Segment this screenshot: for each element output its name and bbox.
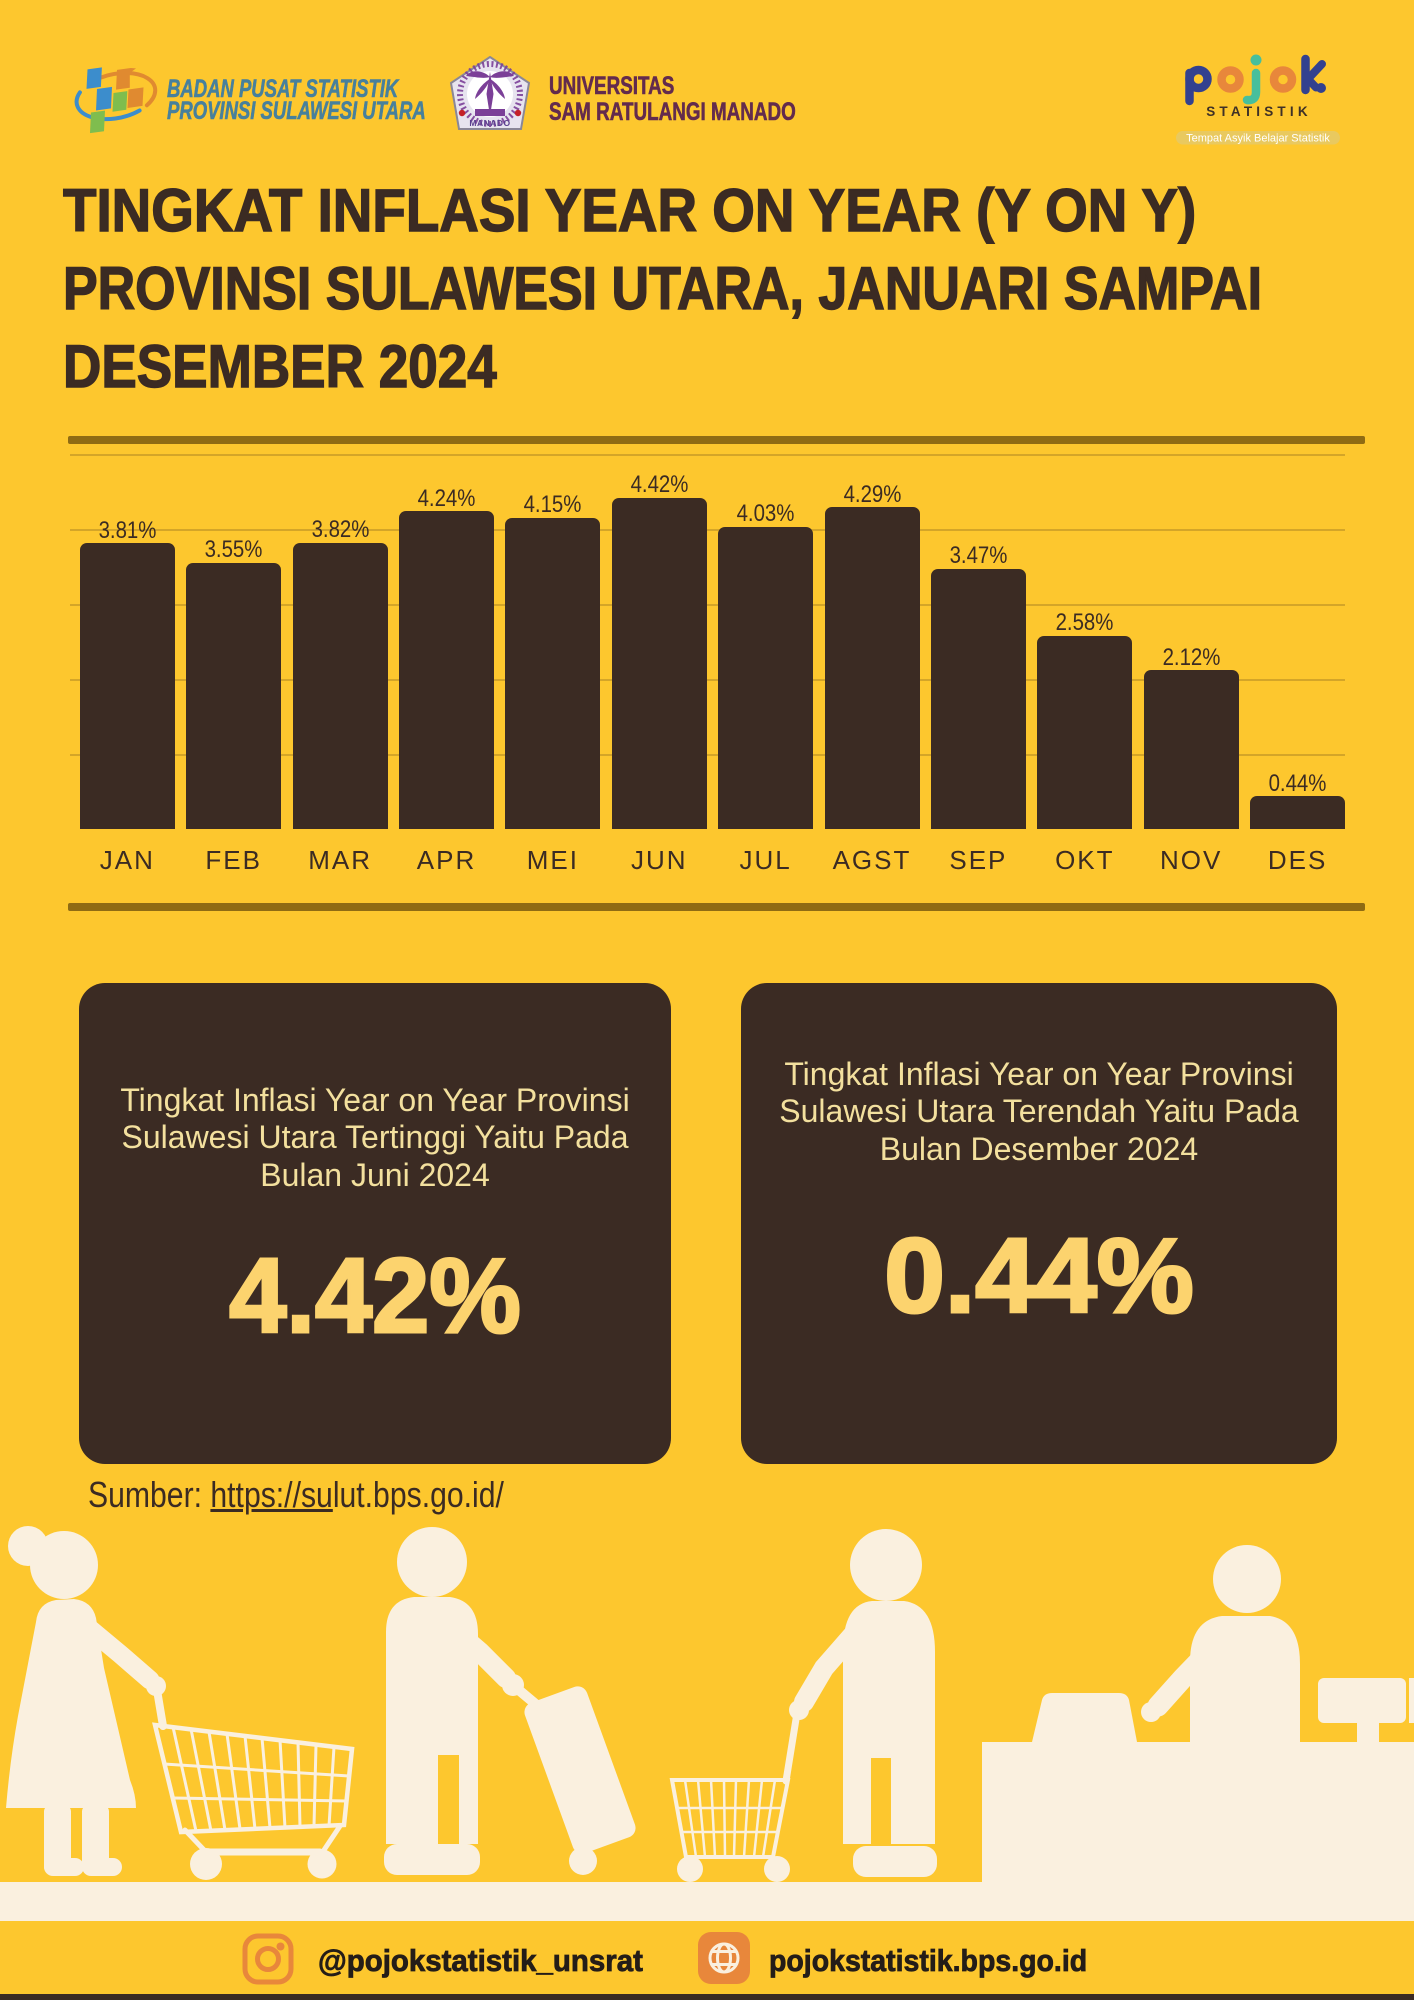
svg-text:STATISTIK: STATISTIK — [1206, 104, 1312, 119]
svg-text:Tempat Asyik Belajar Statistik: Tempat Asyik Belajar Statistik — [1186, 133, 1330, 145]
svg-text:MANADO: MANADO — [469, 118, 510, 128]
